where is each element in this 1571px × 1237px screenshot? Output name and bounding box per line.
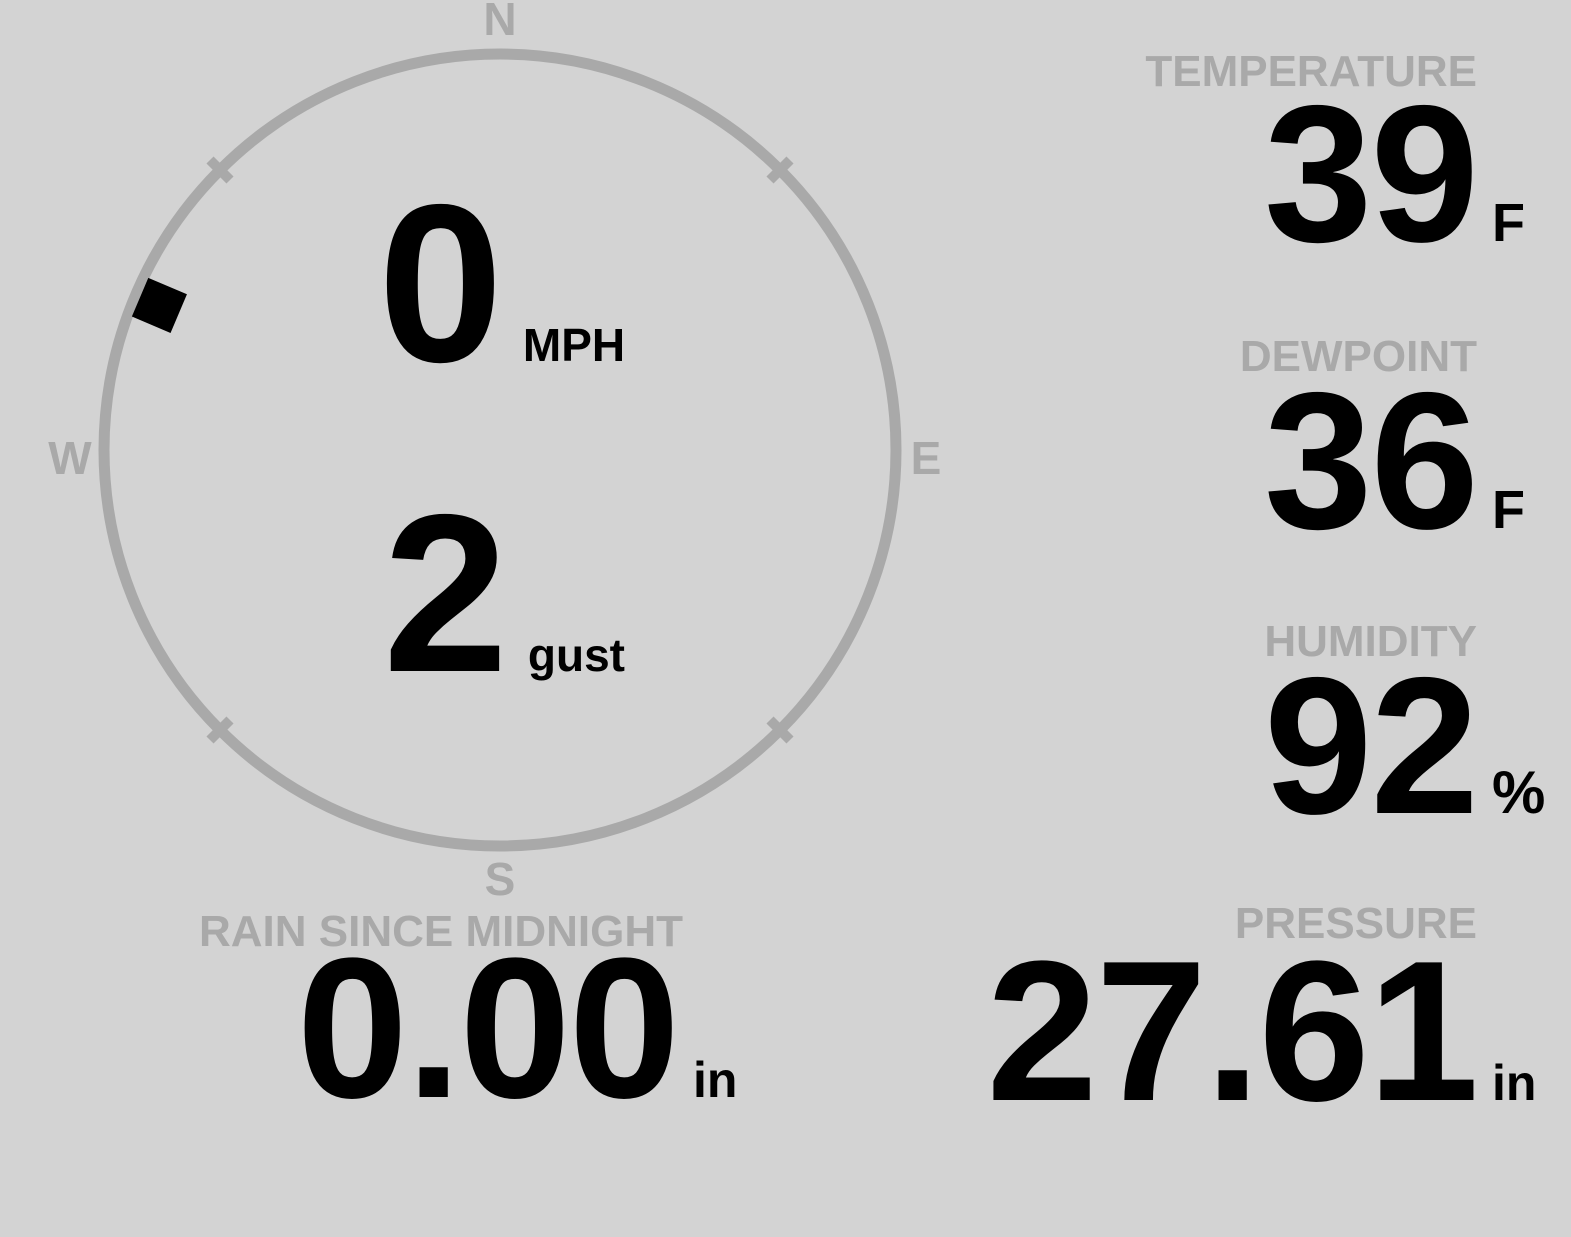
temperature-unit: F <box>1492 193 1525 253</box>
wind-speed-value: 0 <box>378 157 503 409</box>
wind-direction-marker-square <box>131 277 187 333</box>
wind-gust-unit: gust <box>527 629 625 681</box>
rain-value: 0.00 <box>296 917 680 1140</box>
cardinal-west: W <box>48 432 92 484</box>
pressure-unit: in <box>1492 1055 1537 1111</box>
wind-direction-marker <box>131 277 187 333</box>
humidity-value: 92 <box>1264 637 1479 855</box>
compass-tick-ne <box>766 156 794 184</box>
compass-tick-nw <box>206 156 234 184</box>
humidity-row: 92 % <box>1264 649 1546 844</box>
wind-speed-unit: MPH <box>522 319 626 371</box>
temperature-row: 39 F <box>1264 77 1546 272</box>
rain-row: 0.00 in <box>297 929 747 1129</box>
pressure-row: 27.61 in <box>987 932 1547 1132</box>
wind-compass <box>98 48 902 852</box>
cardinal-east: E <box>910 432 942 484</box>
rain-label: RAIN SINCE MIDNIGHT <box>199 907 683 956</box>
wind-gust-row: 2 gust <box>383 481 625 706</box>
compass-tick-se <box>766 716 794 744</box>
compass-ticks <box>206 156 794 744</box>
compass-ring <box>98 48 902 852</box>
cardinal-north: N <box>483 0 517 45</box>
dewpoint-label: DEWPOINT <box>1239 332 1477 381</box>
temperature-label: TEMPERATURE <box>1145 47 1477 96</box>
wind-speed-row: 0 MPH <box>378 171 625 396</box>
rain-unit: in <box>693 1052 738 1108</box>
compass-tick-sw <box>206 716 234 744</box>
pressure-value: 27.61 <box>986 920 1479 1143</box>
dewpoint-unit: F <box>1492 480 1525 540</box>
humidity-unit: % <box>1492 759 1546 826</box>
dewpoint-row: 36 F <box>1264 364 1546 559</box>
dewpoint-value: 36 <box>1264 352 1479 570</box>
pressure-label: PRESSURE <box>1234 899 1477 948</box>
cardinal-south: S <box>484 853 516 905</box>
wind-gust-value: 2 <box>383 467 508 719</box>
temperature-value: 39 <box>1264 65 1479 283</box>
humidity-label: HUMIDITY <box>1264 617 1477 666</box>
